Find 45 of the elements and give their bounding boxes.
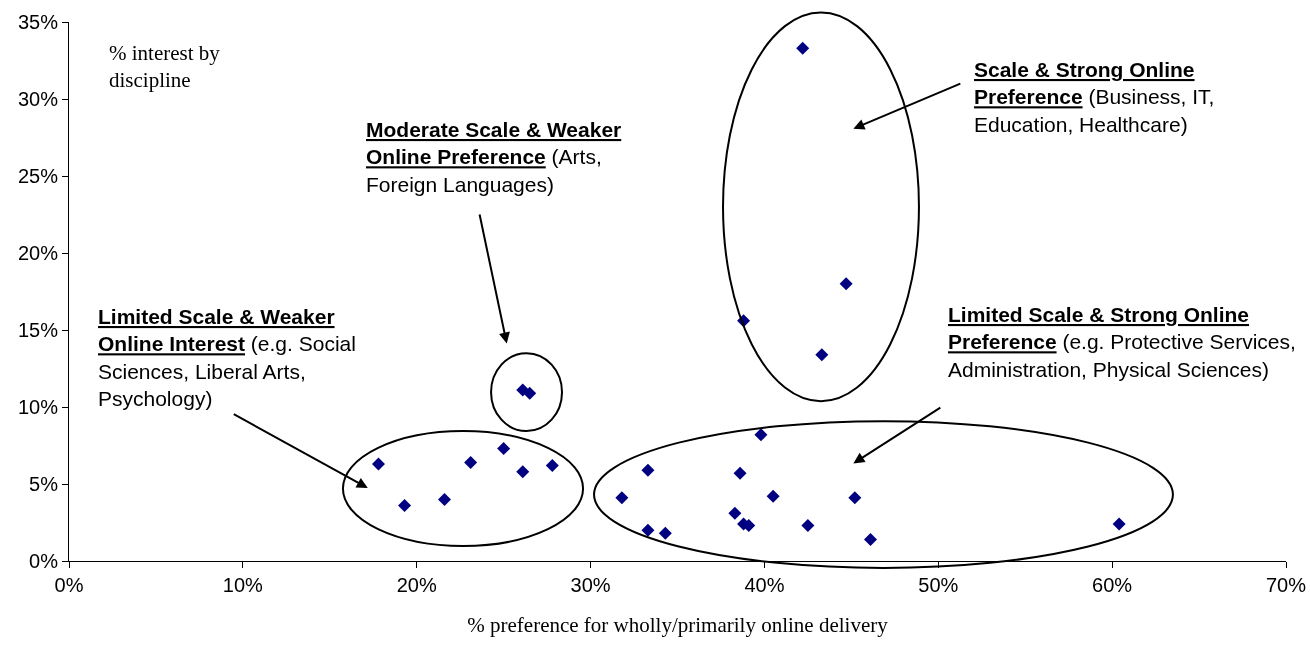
point	[497, 442, 511, 456]
point	[641, 523, 655, 537]
point	[615, 491, 629, 505]
point	[523, 386, 537, 400]
point	[766, 489, 780, 503]
point	[839, 277, 853, 291]
annotation: Limited Scale & Strong Online Preference (e.g. Protective Services, Administration, Physical Sciences)	[948, 303, 1296, 381]
y-tick-label: 20%	[17, 242, 59, 264]
x-tick-label: 40%	[744, 574, 785, 596]
point	[796, 41, 810, 55]
point	[815, 348, 829, 362]
point	[728, 506, 742, 520]
x-tick-label: 30%	[570, 574, 611, 596]
point	[516, 465, 530, 479]
point	[398, 499, 412, 513]
annotation: Limited Scale & Weaker Online Interest (e.g. Social Sciences, Liberal Arts, Psychology)	[98, 305, 356, 410]
point	[733, 466, 747, 480]
y-tick-label: 5%	[29, 473, 59, 495]
x-tick-label: 50%	[918, 574, 959, 596]
y-tick-label: 10%	[17, 396, 59, 418]
y-tick-label: 30%	[17, 88, 59, 110]
y-tick-label: 0%	[29, 550, 59, 572]
x-tick-label: 10%	[222, 574, 264, 596]
point	[371, 457, 385, 471]
y-axis-title: % interest by discipline	[109, 41, 221, 93]
point	[848, 491, 862, 505]
x-tick-label: 60%	[1092, 574, 1133, 596]
point	[658, 526, 672, 540]
annotation: Scale & Strong Online Preference (Business, IT, Education, Healthcare)	[974, 58, 1215, 136]
y-tick-label: 35%	[17, 11, 59, 33]
y-tick-label: 15%	[17, 319, 59, 341]
point	[641, 463, 655, 477]
x-tick-label: 0%	[54, 574, 84, 596]
point	[801, 519, 815, 533]
x-tick-label: 20%	[396, 574, 437, 596]
y-tick-label: 25%	[17, 165, 59, 187]
x-axis-title: % preference for wholly/primarily online delivery	[467, 613, 889, 638]
point	[545, 459, 559, 473]
point	[464, 455, 478, 469]
point	[438, 492, 452, 506]
annotation: Moderate Scale & Weaker Online Preference (Arts, Foreign Languages)	[366, 118, 622, 196]
x-tick-label: 70%	[1265, 574, 1307, 596]
point	[754, 428, 768, 442]
point	[863, 532, 877, 546]
point	[1112, 517, 1126, 531]
